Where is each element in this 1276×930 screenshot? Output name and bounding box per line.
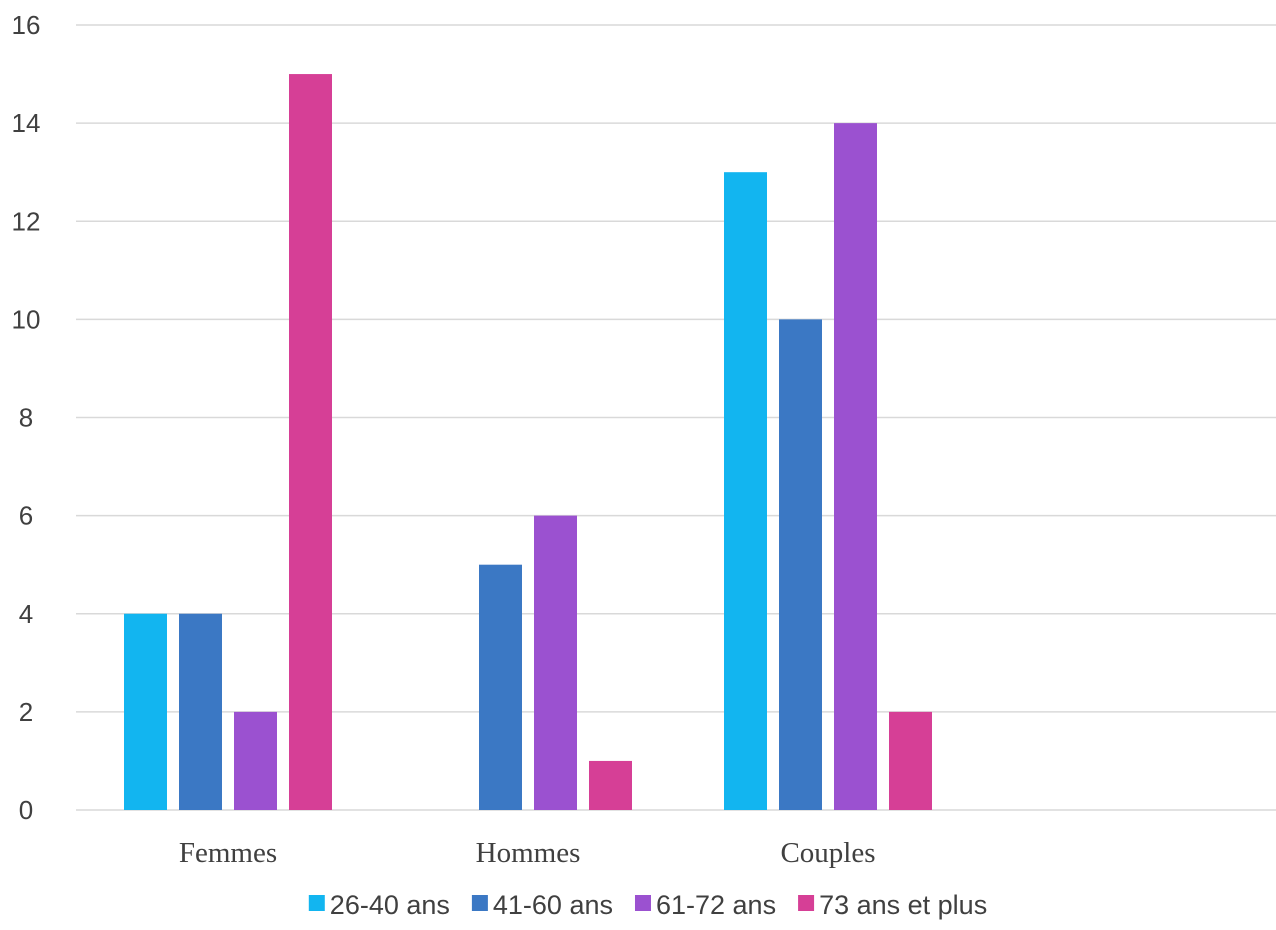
legend-label: 41-60 ans [493,890,613,920]
legend-swatch [798,895,815,911]
x-category-label: Couples [780,837,875,869]
bar [179,613,222,810]
y-tick-label: 4 [19,599,33,629]
legend-swatch [634,895,651,911]
bar [834,123,877,810]
y-tick-label: 10 [12,304,41,334]
x-axis-categories: Femmes Hommes Couples [179,837,876,869]
bar [724,172,767,810]
y-tick-label: 6 [19,501,33,531]
y-tick-label: 16 [12,10,41,40]
gridlines [76,24,1276,811]
x-category-label: Hommes [476,837,581,869]
legend-label: 73 ans et plus [819,890,987,920]
y-tick-label: 2 [19,697,33,727]
bar [479,564,522,810]
bar [589,760,632,810]
legend-swatch [308,895,325,911]
x-category-label: Femmes [179,837,277,869]
bar [289,74,332,810]
y-tick-label: 14 [12,108,41,138]
bars [124,74,932,810]
y-tick-label: 0 [19,795,33,825]
legend: 26-40 ans 41-60 ans 61-72 ans 73 ans et plu… [308,890,987,920]
legend-label: 61-72 ans [656,890,776,920]
y-tick-label: 8 [19,403,33,433]
legend-label: 26-40 ans [330,890,450,920]
bar [124,613,167,810]
legend-swatch [471,895,488,911]
bar [779,319,822,810]
y-tick-label: 12 [12,206,41,236]
bar [889,711,932,810]
bar [534,515,577,810]
y-axis-ticks: 0 2 4 6 8 10 12 14 16 [12,10,41,825]
bar [234,711,277,810]
